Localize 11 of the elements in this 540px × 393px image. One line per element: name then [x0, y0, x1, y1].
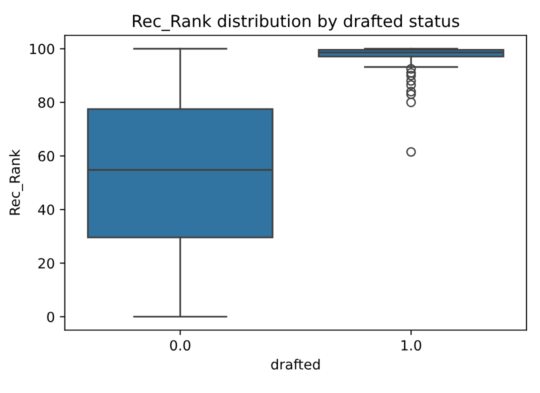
y-tick-label: 80 [38, 97, 54, 108]
x-tick-label: 0.0 [170, 340, 190, 351]
x-axis-title: drafted [271, 358, 320, 370]
chart-title: Rec_Rank distribution by drafted status [132, 14, 460, 31]
y-tick-label: 60 [38, 150, 54, 162]
y-tick-label: 20 [38, 258, 54, 269]
x-tick-label: 1.0 [402, 340, 422, 351]
y-tick-label: 100 [30, 44, 54, 54]
y-axis-title: Rec_Rank [9, 149, 24, 215]
y-tick-label: 0 [47, 312, 54, 322]
y-tick-label: 40 [38, 204, 54, 216]
